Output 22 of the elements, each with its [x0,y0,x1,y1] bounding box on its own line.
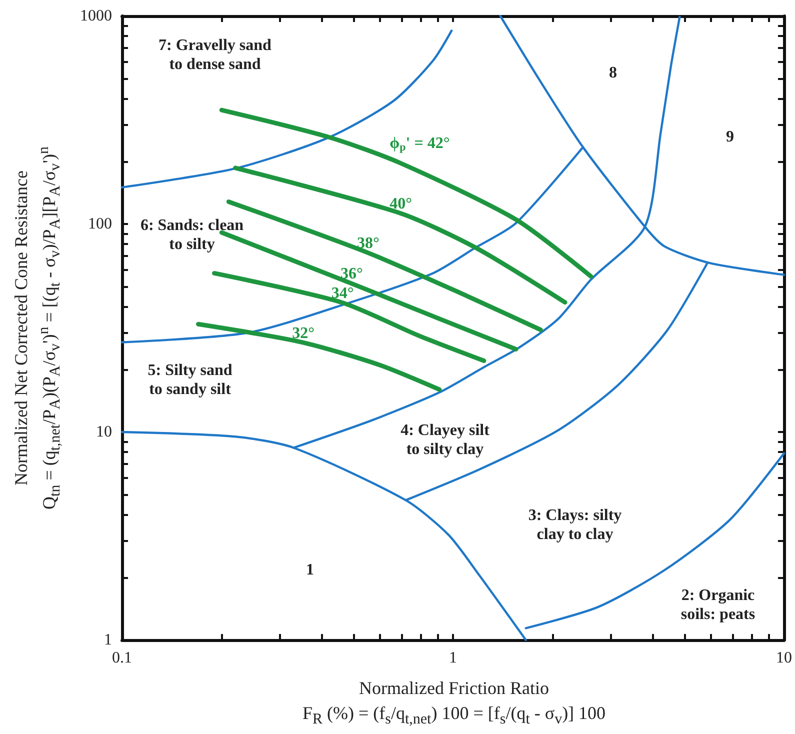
annotation: 2: Organic soils: peats [680,586,756,624]
series-label: 32° [292,324,314,342]
series-label: 34° [331,284,354,302]
text: Normalized Friction Ratio F$_{R}$ (%) = (f$_{s}$/q$_{t,net}$) 100 = [f$_{s}$/(q$_{t}$ - σ$_{v}$)] 100 [302,678,606,728]
x-tick-label: 0.1 [112,650,132,666]
series-label: 40° [390,195,412,212]
annotation: 7: Gravelly sand to dense sand [158,36,272,74]
x-tick-label: 10 [776,650,792,666]
series-label: 36° [340,266,363,283]
y-tick-label: 10 [96,424,112,440]
x-tick-label: 1 [449,650,457,666]
annotation: 5: Silty sand to sandy silt [148,360,232,400]
annotation: 4: Clayey silt to silty clay [400,420,490,460]
annotation: 6: Sands: clean to silty [140,216,244,254]
y-tick-label: 1 [104,632,112,648]
y-tick-label: 100 [88,216,112,232]
y-tick-label: 1000 [80,8,112,24]
annotation: 9 [726,127,734,147]
annotation: 8 [609,63,617,83]
annotation: 1 [306,560,314,580]
series-label: 38° [357,234,380,252]
annotation: 3: Clays: silty clay to clay [528,506,622,544]
